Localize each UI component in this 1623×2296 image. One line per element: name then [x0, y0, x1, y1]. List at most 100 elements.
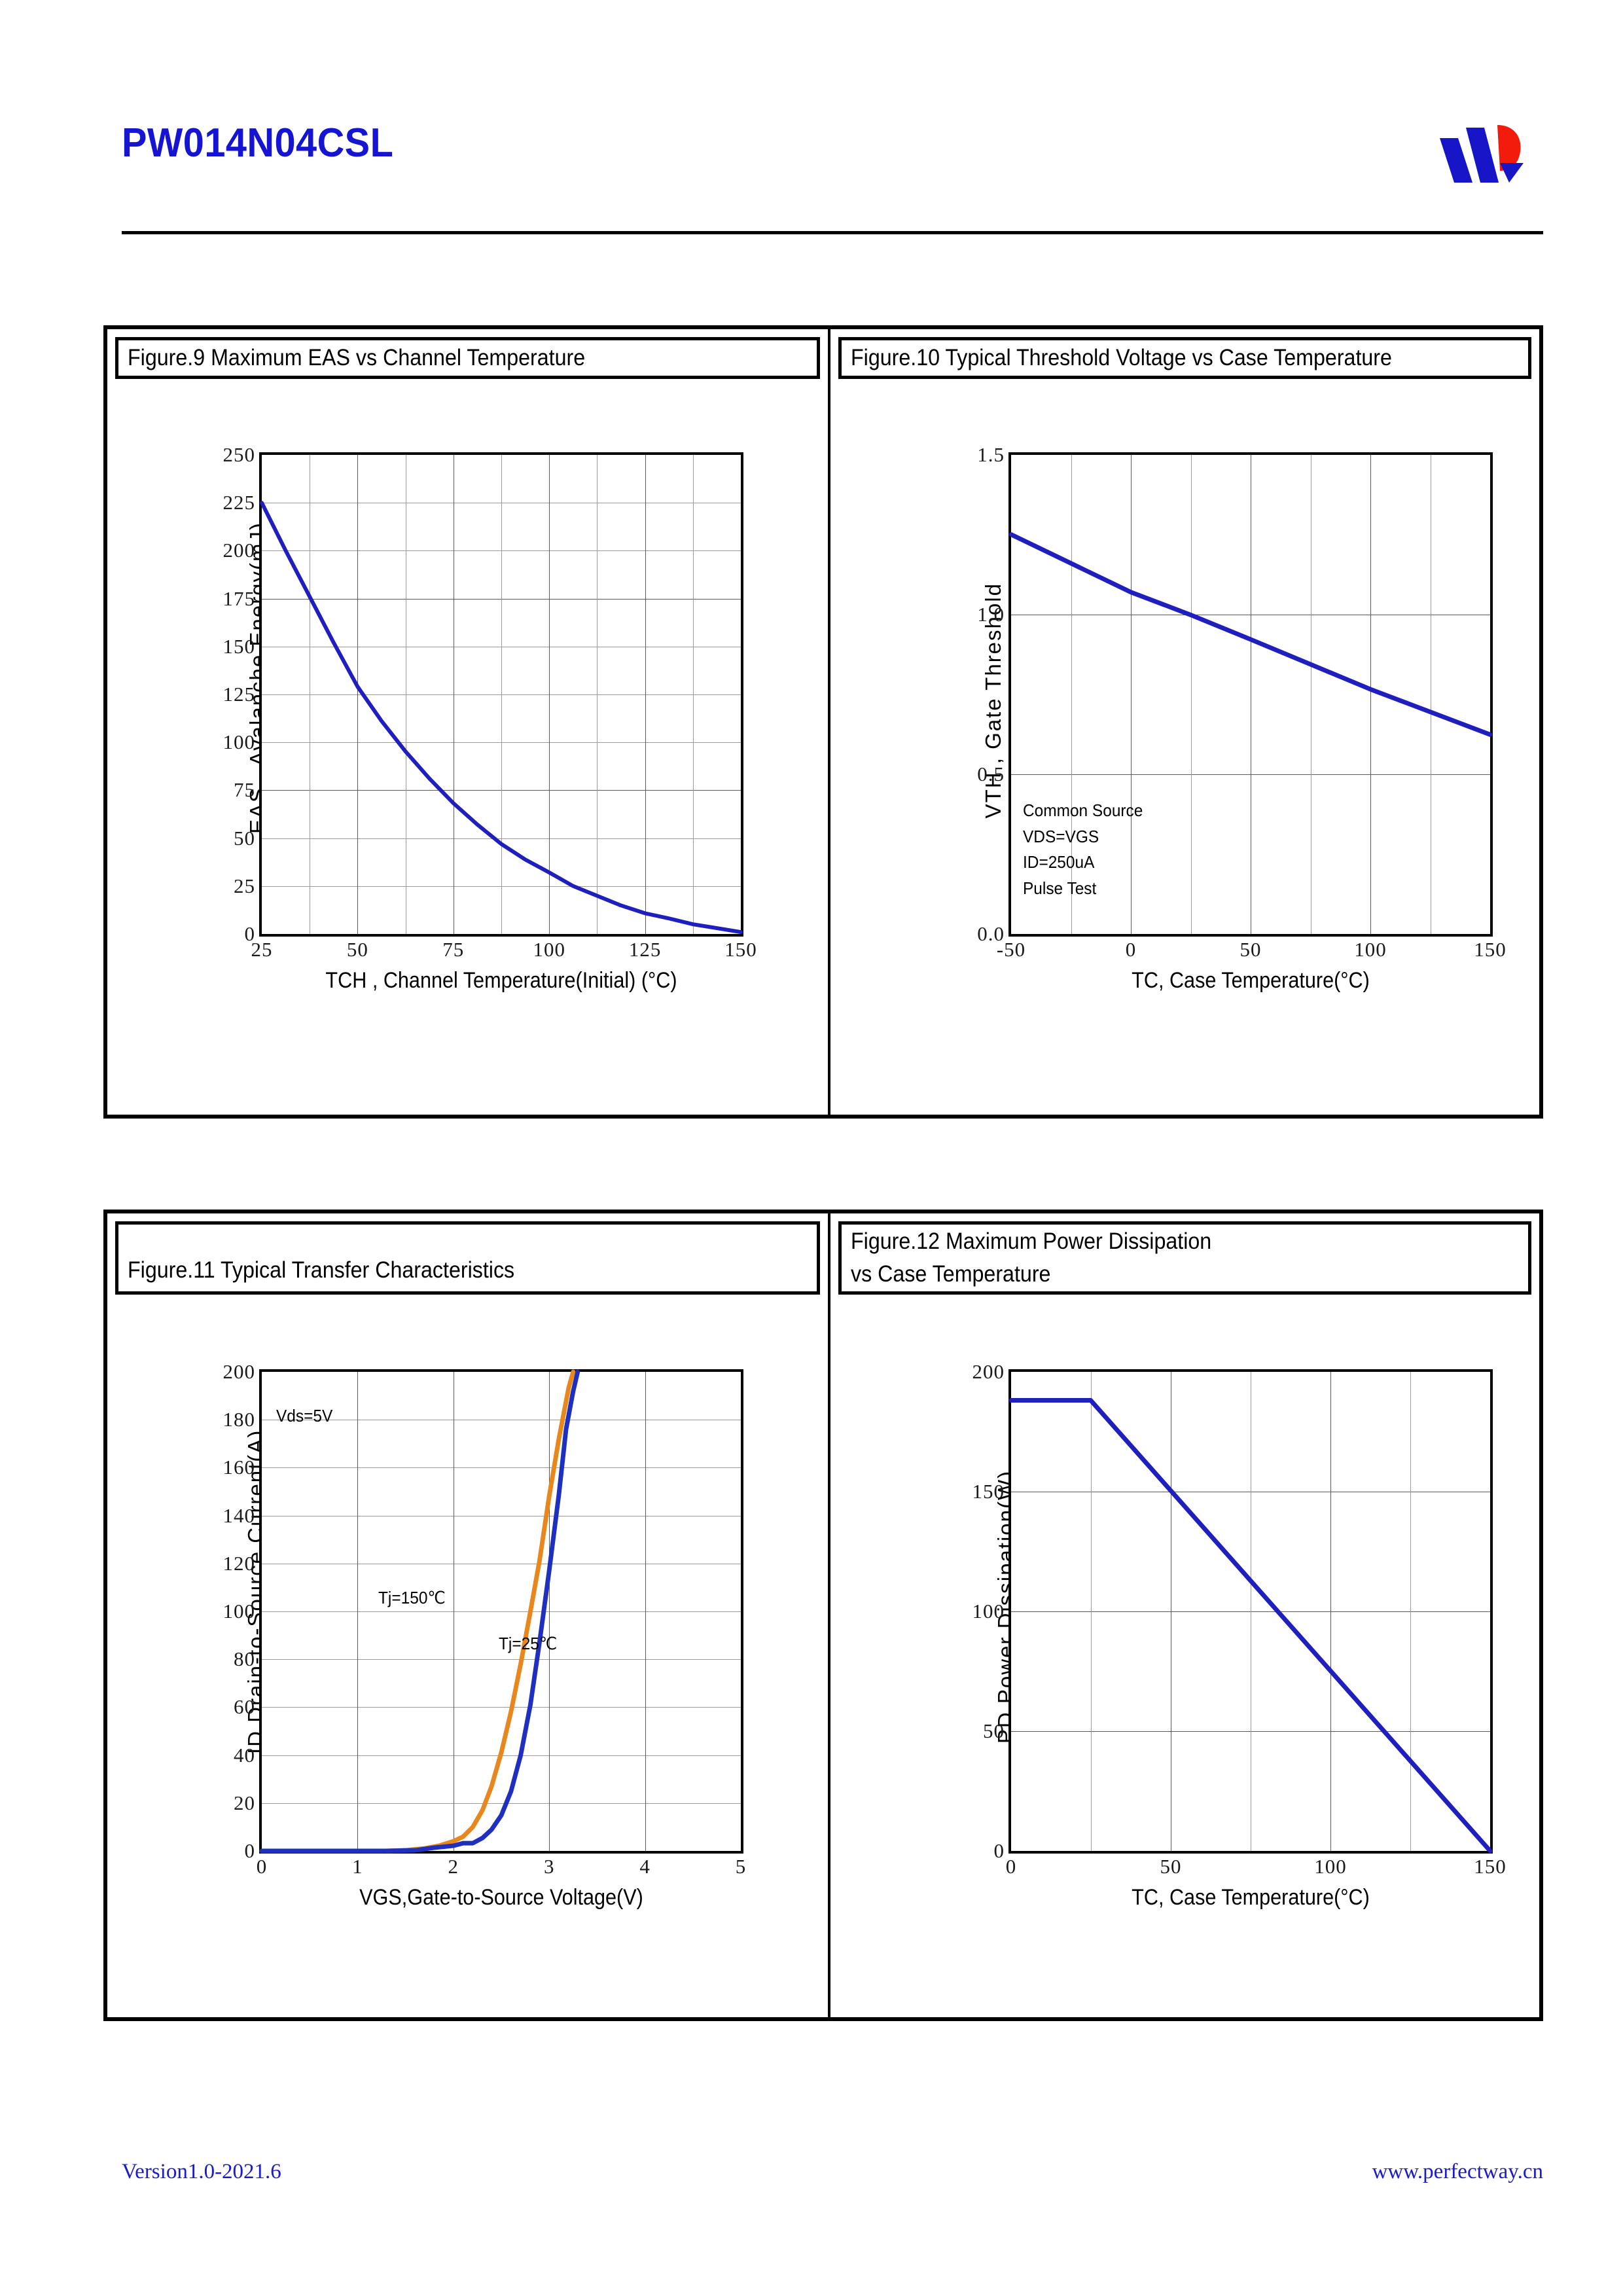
figure-10-xtick: 50: [1240, 938, 1262, 961]
figure-11-curves: [259, 1369, 580, 1854]
figure-12-xtick: 100: [1314, 1855, 1347, 1878]
figure-11-cell: Figure.11 Typical Transfer Characteristi…: [107, 1213, 828, 2017]
figure-11-annotation-vds: Vds=5V: [276, 1406, 333, 1426]
figure-10-title-box: Figure.10 Typical Threshold Voltage vs C…: [838, 337, 1531, 379]
figure-10-xtick: 0: [1125, 938, 1137, 961]
figure-12-ytick: 0: [993, 1839, 1005, 1862]
figure-9-xtick: 50: [346, 938, 368, 961]
figure-9-xtick: 125: [628, 938, 662, 961]
figure-11-plot-area: Vds=5V Tj=150℃ Tj=25℃ 200 180 160 140 12…: [223, 1360, 746, 1910]
panel-vertical-divider: [828, 1213, 830, 2017]
figure-10-xtick: 100: [1354, 938, 1387, 961]
figure-12-title-line2: vs Case Temperature: [851, 1261, 1051, 1287]
figure-9-title: Figure.9 Maximum EAS vs Channel Temperat…: [128, 345, 586, 371]
figure-10-ytick: 0.5: [977, 762, 1005, 785]
figure-10-xtick: -50: [996, 938, 1026, 961]
figure-9-xtick: 75: [442, 938, 465, 961]
figure-12-xtick: 150: [1474, 1855, 1507, 1878]
figure-11-x-axis-label: VGS,Gate-to-Source Voltage(V): [359, 1885, 643, 1910]
header-divider: [122, 231, 1543, 234]
figure-12-x-axis-label: TC, Case Temperature(°C): [1132, 1885, 1370, 1910]
figure-11-ytick: 160: [223, 1456, 255, 1479]
figure-11-xtick: 0: [256, 1855, 268, 1878]
figure-9-title-box: Figure.9 Maximum EAS vs Channel Temperat…: [115, 337, 820, 379]
figure-panel-top: Figure.9 Maximum EAS vs Channel Temperat…: [103, 325, 1543, 1119]
page-footer: Version1.0-2021.6 www.perfectway.cn: [122, 2160, 1543, 2199]
figure-12-ytick: 100: [972, 1600, 1005, 1623]
figure-12-cell: Figure.12 Maximum Power Dissipation vs C…: [830, 1213, 1539, 2017]
figure-9-curve: [260, 501, 743, 934]
figure-12-xtick: 0: [1005, 1855, 1017, 1878]
figure-11-plot: ID,Drain-to-Source Current(A): [223, 1360, 746, 1910]
figure-10-title: Figure.10 Typical Threshold Voltage vs C…: [851, 345, 1392, 371]
figure-11-annotation-tj25: Tj=25℃: [499, 1634, 558, 1653]
figure-9-xtick: 100: [533, 938, 565, 961]
figure-11-xtick: 1: [352, 1855, 363, 1878]
figure-11-xtick: 4: [639, 1855, 651, 1878]
figure-12-curve: [1008, 1398, 1493, 1854]
figure-11-ytick: 60: [234, 1695, 255, 1719]
figure-9-x-axis-label: TCH , Channel Temperature(Initial) (°C): [325, 968, 677, 993]
figure-10-annotation-line: Pulse Test: [1023, 878, 1097, 898]
figure-12-title-line1: Figure.12 Maximum Power Dissipation: [851, 1229, 1212, 1255]
figure-9-ytick: 225: [223, 491, 255, 514]
footer-version: Version1.0-2021.6: [122, 2160, 281, 2183]
figure-11-annotation-tj150: Tj=150℃: [378, 1588, 446, 1607]
figure-10-annotation-line: Common Source: [1023, 800, 1143, 820]
figure-9-ytick: 75: [234, 778, 255, 802]
figure-11-xtick: 3: [543, 1855, 555, 1878]
figure-11-xtick: 2: [448, 1855, 459, 1878]
figure-12-ytick: 200: [972, 1360, 1005, 1383]
figure-9-xtick: 150: [724, 938, 757, 961]
figure-9-ytick: 25: [234, 874, 255, 897]
figure-9-ytick: 150: [223, 634, 255, 658]
figure-10-ytick: 1.0: [977, 602, 1005, 626]
figure-12-xtick: 50: [1160, 1855, 1182, 1878]
figure-12-plot-area: 200 150 100 50 0 0 50 100 150 TC, Case T…: [972, 1360, 1506, 1910]
figure-10-curve: [1008, 532, 1493, 737]
figure-9-ytick: 0: [244, 922, 255, 945]
figure-9-xtick: 25: [251, 938, 273, 961]
figure-10-annotation-line: ID=250uA: [1023, 852, 1095, 872]
figure-9-ytick: 250: [223, 443, 255, 466]
figure-9-ytick: 175: [223, 586, 255, 610]
perfectway-logo-icon: [1432, 115, 1543, 193]
figure-9-cell: Figure.9 Maximum EAS vs Channel Temperat…: [107, 329, 828, 1115]
figure-11-title: Figure.11 Typical Transfer Characteristi…: [128, 1257, 515, 1283]
panel-vertical-divider: [828, 329, 830, 1115]
figure-9-ytick: 50: [234, 826, 255, 850]
figure-12-ytick: 150: [972, 1480, 1005, 1503]
figure-9-ytick: 125: [223, 683, 255, 706]
figure-12-title-box: Figure.12 Maximum Power Dissipation vs C…: [838, 1221, 1531, 1295]
figure-12-plot: PD,Power Dissipation(W) 200 150: [972, 1360, 1506, 1910]
figure-9-plot-area: 250 225 200 175 150 125 100 75 50 25 0 2…: [223, 443, 757, 993]
figure-10-ytick: 0.0: [977, 922, 1005, 945]
figure-12-ytick: 50: [983, 1719, 1005, 1742]
figure-10-x-axis-label: TC, Case Temperature(°C): [1132, 968, 1370, 993]
figure-11-ytick: 200: [223, 1360, 255, 1383]
figure-11-title-box: Figure.11 Typical Transfer Characteristi…: [115, 1221, 820, 1295]
figure-10-annotation-line: VDS=VGS: [1023, 826, 1099, 846]
figure-10-annotations: Common Source VDS=VGS ID=250uA Pulse Tes…: [1023, 798, 1143, 901]
figure-9-ytick: 200: [223, 539, 255, 562]
figure-11-ytick: 140: [223, 1503, 255, 1527]
figure-panel-bottom: Figure.11 Typical Transfer Characteristi…: [103, 1210, 1543, 2021]
figure-11-ytick: 100: [223, 1600, 255, 1623]
figure-10-plot-area: Common Source VDS=VGS ID=250uA Pulse Tes…: [977, 443, 1506, 993]
figure-9-plot: EAS , Avalanche Energy(mJ): [223, 443, 757, 993]
figure-11-ytick: 20: [234, 1791, 255, 1814]
figure-10-ytick: 1.5: [977, 443, 1005, 466]
figure-11-ytick: 80: [234, 1647, 255, 1671]
figure-10-xtick: 150: [1474, 938, 1507, 961]
figure-11-ytick: 40: [234, 1743, 255, 1767]
page-header: PW014N04CSL: [122, 115, 1543, 232]
figure-9-ytick: 100: [223, 730, 255, 754]
footer-website[interactable]: www.perfectway.cn: [1372, 2160, 1543, 2183]
figure-11-ytick: 0: [244, 1839, 255, 1862]
figure-11-xtick: 5: [735, 1855, 747, 1878]
figure-11-ytick: 180: [223, 1408, 255, 1431]
figure-10-cell: Figure.10 Typical Threshold Voltage vs C…: [830, 329, 1539, 1115]
page-title: PW014N04CSL: [122, 120, 394, 166]
figure-11-ytick: 120: [223, 1551, 255, 1575]
